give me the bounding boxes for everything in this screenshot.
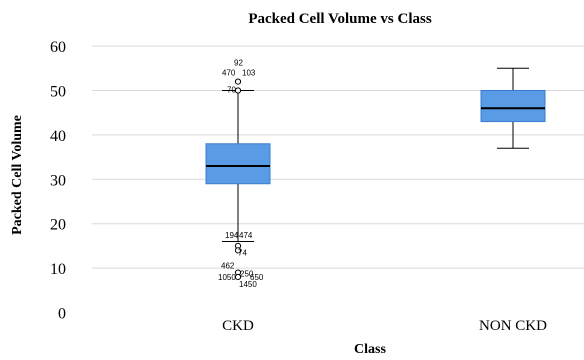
outlier-label: 70 bbox=[227, 86, 236, 95]
x-category-label: CKD bbox=[222, 318, 254, 334]
outlier-label: 650 bbox=[250, 273, 264, 282]
x-axis-title: Class bbox=[354, 342, 386, 357]
outlier-label: 1050 bbox=[218, 273, 236, 282]
y-axis-ticks: 0 10 20 30 40 50 60 bbox=[50, 39, 66, 322]
outlier-marker bbox=[234, 78, 242, 85]
y-tick-label: 60 bbox=[50, 39, 66, 56]
y-tick-label: 0 bbox=[58, 306, 66, 323]
outlier-label: 103 bbox=[242, 69, 256, 78]
grid-lines bbox=[92, 45, 584, 269]
outlier-marker bbox=[234, 273, 242, 281]
outlier-label: 92 bbox=[234, 59, 243, 68]
outlier-label: 74 bbox=[238, 248, 247, 257]
x-axis-categories: CKD NON CKD bbox=[222, 318, 547, 334]
outlier-label: 462 bbox=[221, 262, 235, 271]
y-tick-label: 20 bbox=[50, 217, 66, 234]
outlier-label: 1450 bbox=[239, 280, 257, 289]
box-iqr bbox=[480, 90, 546, 123]
outlier-marker bbox=[234, 247, 242, 254]
y-axis-title: Packed Cell Volume bbox=[10, 115, 25, 235]
outlier-label: 470 bbox=[222, 69, 236, 78]
box-iqr bbox=[205, 143, 271, 185]
y-tick-label: 40 bbox=[50, 128, 66, 145]
outlier-marker bbox=[234, 87, 242, 94]
outlier-label: 194 bbox=[225, 231, 239, 240]
outlier-label: 474 bbox=[239, 231, 253, 240]
y-tick-label: 30 bbox=[50, 172, 66, 189]
box-non-ckd bbox=[480, 67, 546, 149]
chart-title: Packed Cell Volume vs Class bbox=[248, 11, 432, 27]
x-category-label: NON CKD bbox=[479, 318, 547, 334]
outlier-label: 250 bbox=[240, 270, 254, 279]
y-tick-label: 50 bbox=[50, 84, 66, 101]
y-tick-label: 10 bbox=[50, 261, 66, 278]
